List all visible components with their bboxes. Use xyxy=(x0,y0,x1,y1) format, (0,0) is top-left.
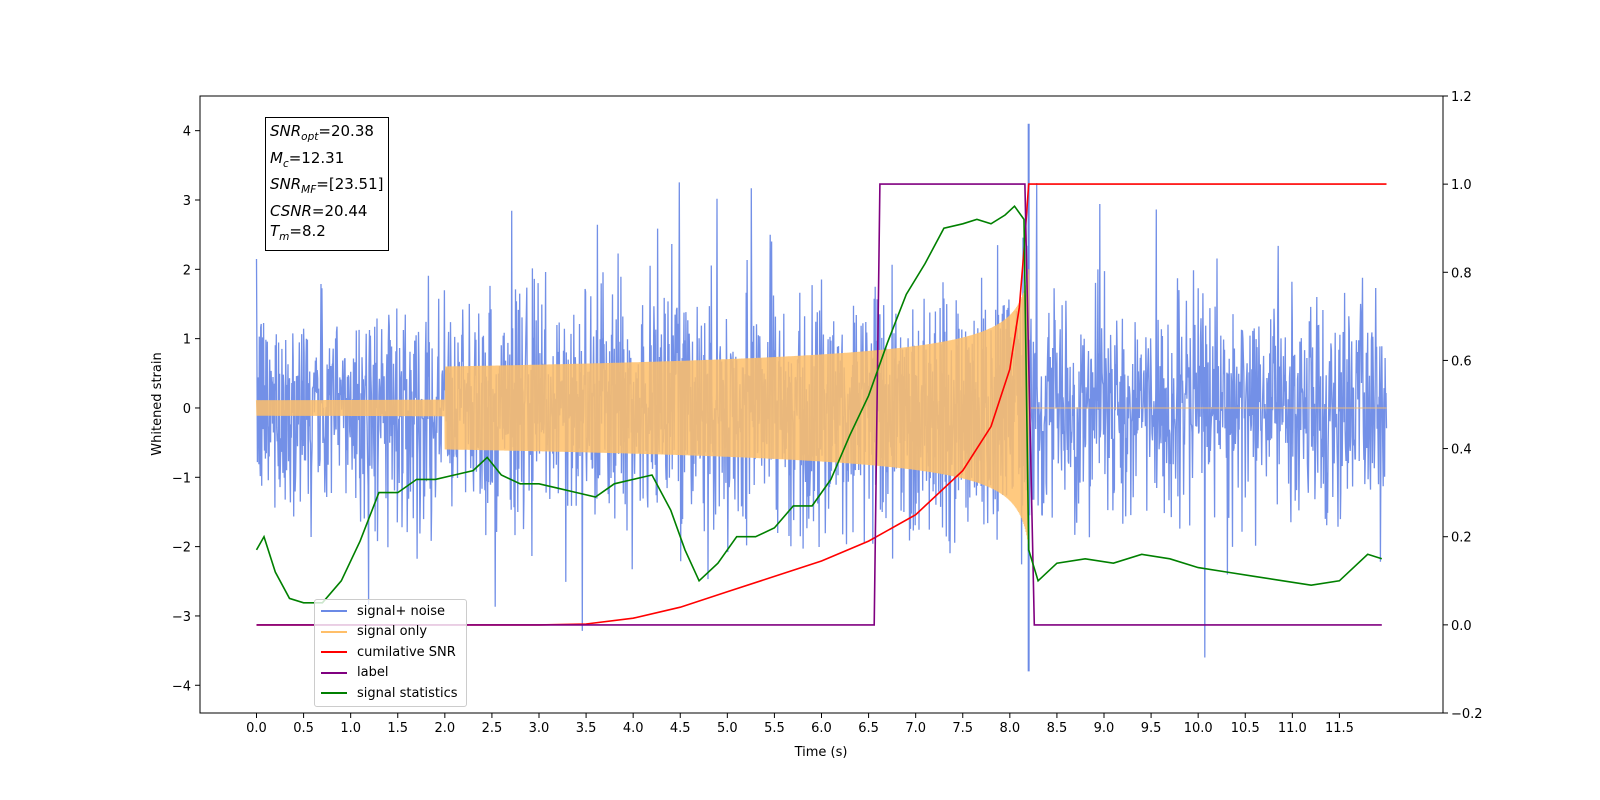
x-tick-label: 5.5 xyxy=(764,721,785,736)
y-tick-label: 3 xyxy=(183,194,191,209)
legend-entry-signal-noise: signal+ noise xyxy=(315,601,466,622)
signal-noise-line xyxy=(255,182,1388,658)
x-tick-label: 10.0 xyxy=(1184,721,1213,736)
merger-time-row: Tm=8.2 xyxy=(270,221,384,248)
legend-label: signal only xyxy=(357,624,428,640)
y2-tick-label: 0.0 xyxy=(1451,619,1472,634)
y-tick-label: −1 xyxy=(172,471,191,486)
x-tick-label: 8.5 xyxy=(1047,721,1068,736)
x-tick-label: 7.0 xyxy=(905,721,926,736)
chirp-mass-value: =12.31 xyxy=(288,148,345,167)
snr-mf-value: =[23.51] xyxy=(316,175,384,193)
x-tick-label: 1.5 xyxy=(387,721,408,736)
legend-entry-signal-only: signal only xyxy=(315,622,466,643)
legend-label: label xyxy=(357,665,389,681)
x-tick-label: 5.0 xyxy=(717,721,738,736)
x-tick-label: 3.5 xyxy=(576,721,597,736)
x-tick-label: 2.5 xyxy=(482,721,503,736)
y2-tick-label: 0.4 xyxy=(1451,443,1472,458)
cumilative-snr-line xyxy=(256,183,1387,626)
merger-time-symbol: T xyxy=(270,222,280,240)
x-tick-label: 2.0 xyxy=(434,721,455,736)
chirp-mass-subscript: c xyxy=(282,157,289,170)
x-tick-label: 6.0 xyxy=(811,721,832,736)
merger-time-value: =8.2 xyxy=(289,222,326,240)
y-tick-label: 0 xyxy=(183,402,191,417)
legend-swatch xyxy=(321,610,347,613)
snr-opt-value: =20.38 xyxy=(318,122,374,140)
legend-entry-label: label xyxy=(315,663,466,684)
x-axis-label: Time (s) xyxy=(794,745,848,760)
x-tick-label: 9.0 xyxy=(1094,721,1115,736)
stats-annotation-box: SNRopt=20.38 Mc=12.31 SNRMF=[23.51] CSNR… xyxy=(265,117,389,251)
y-tick-label: −4 xyxy=(172,679,191,694)
x-tick-label: 3.0 xyxy=(529,721,550,736)
label-line xyxy=(256,183,1382,626)
x-tick-label: 9.5 xyxy=(1141,721,1162,736)
snr-opt-symbol: SNR xyxy=(270,122,302,140)
x-tick-label: 11.0 xyxy=(1278,721,1307,736)
y-tick-label: 4 xyxy=(183,125,191,140)
legend-swatch xyxy=(321,692,347,695)
snr-mf-subscript: MF xyxy=(301,184,317,196)
x-tick-label: 1.0 xyxy=(340,721,361,736)
x-tick-label: 0.5 xyxy=(293,721,314,736)
legend-swatch xyxy=(321,651,347,654)
y-tick-label: −2 xyxy=(172,541,191,556)
snr-mf-symbol: SNR xyxy=(270,175,302,193)
chirp-mass-symbol: M xyxy=(270,148,283,167)
legend: signal+ noise signal only cumilative SNR… xyxy=(314,599,467,707)
snr-opt-subscript: opt xyxy=(301,131,319,143)
y2-tick-label: 1.0 xyxy=(1451,178,1472,193)
signal-only-line xyxy=(255,269,1387,545)
y-tick-label: 2 xyxy=(183,263,191,278)
y2-tick-label: 0.8 xyxy=(1451,266,1472,281)
csnr-symbol: CSNR xyxy=(270,201,312,220)
legend-entry-cumulative-snr: cumilative SNR xyxy=(315,642,466,663)
x-tick-label: 4.5 xyxy=(670,721,691,736)
legend-label: cumilative SNR xyxy=(357,644,456,660)
legend-entry-signal-statistics: signal statistics xyxy=(315,683,466,704)
y-tick-label: 1 xyxy=(183,333,191,348)
y2-tick-label: −0.2 xyxy=(1451,707,1483,722)
x-tick-label: 10.5 xyxy=(1231,721,1260,736)
y-axis-label: Whitened strain xyxy=(150,352,165,455)
y2-tick-label: 0.2 xyxy=(1451,531,1472,546)
x-tick-label: 7.5 xyxy=(952,721,973,736)
x-tick-label: 0.0 xyxy=(246,721,267,736)
x-tick-label: 8.0 xyxy=(999,721,1020,736)
snr-mf-row: SNRMF=[23.51] xyxy=(270,174,384,201)
csnr-row: CSNR=20.44 xyxy=(270,201,384,222)
legend-label: signal+ noise xyxy=(357,603,446,619)
x-tick-label: 11.5 xyxy=(1325,721,1354,736)
y2-tick-label: 0.6 xyxy=(1451,354,1472,369)
x-tick-label: 4.0 xyxy=(623,721,644,736)
legend-label: signal statistics xyxy=(357,685,458,701)
legend-swatch xyxy=(321,671,347,674)
x-tick-label: 6.5 xyxy=(858,721,879,736)
legend-swatch xyxy=(321,630,347,633)
signal-only-series xyxy=(255,269,1387,545)
y2-tick-label: 1.2 xyxy=(1451,90,1472,105)
snr-opt-row: SNRopt=20.38 xyxy=(270,121,384,148)
chirp-mass-row: Mc=12.31 xyxy=(270,148,384,175)
csnr-value: =20.44 xyxy=(311,201,368,220)
signal-statistics-line xyxy=(255,204,1383,604)
y-tick-label: −3 xyxy=(172,610,191,625)
merger-time-subscript: m xyxy=(279,231,290,243)
